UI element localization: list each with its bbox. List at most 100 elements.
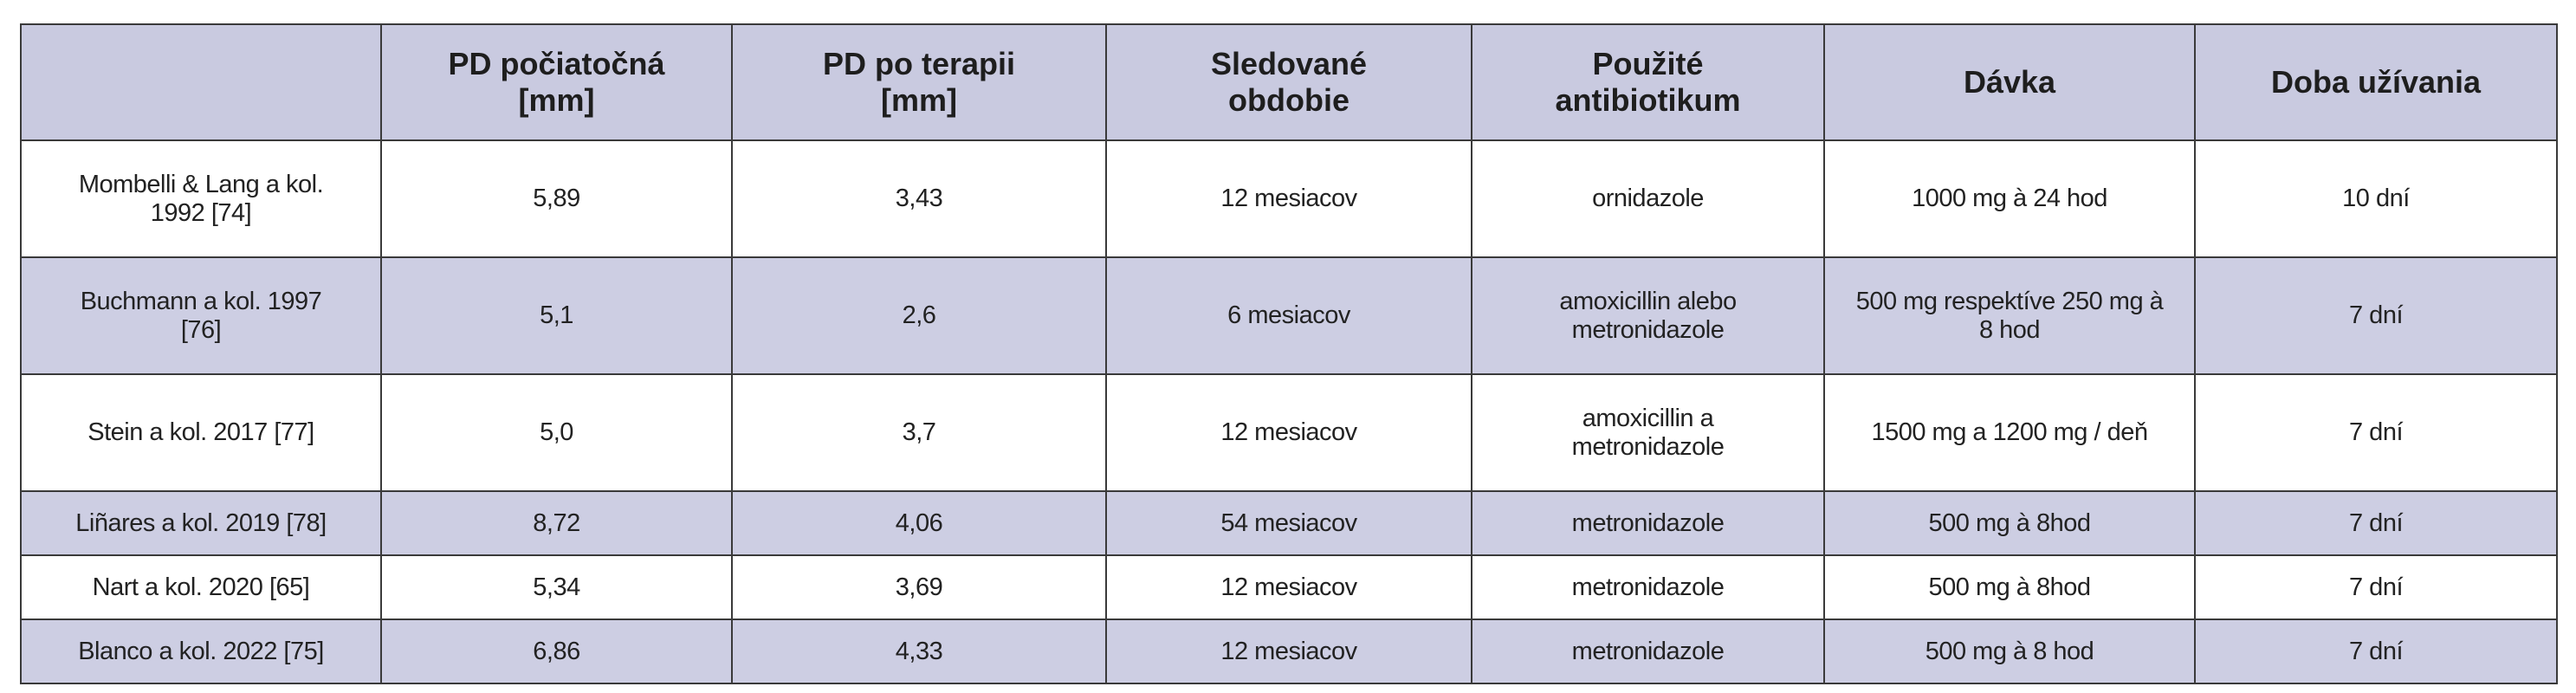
table-cell: 5,34 bbox=[380, 554, 733, 620]
row-label: Buchmann a kol. 1997 [76] bbox=[80, 287, 322, 344]
header-text: Doba užívania bbox=[2270, 64, 2482, 100]
table-cell: 7 dní bbox=[2194, 490, 2558, 556]
table-cell: 6 mesiacov bbox=[1105, 256, 1472, 375]
table-cell: 4,33 bbox=[731, 619, 1107, 684]
cell-text: 7 dní bbox=[2349, 508, 2404, 537]
cell-text: ornidazole bbox=[1592, 185, 1704, 212]
table-cell: Liñares a kol. 2019 [78] bbox=[20, 490, 382, 556]
table-cell: 3,69 bbox=[731, 554, 1107, 620]
header-cell: Dávka bbox=[1823, 23, 2196, 141]
cell-text: 5,1 bbox=[540, 301, 573, 329]
cell-text: 3,43 bbox=[895, 185, 943, 212]
table-cell: 12 mesiacov bbox=[1105, 139, 1472, 258]
table-cell: 6,86 bbox=[380, 619, 733, 684]
table-cell: 7 dní bbox=[2194, 554, 2558, 620]
cell-text: 12 mesiacov bbox=[1220, 418, 1357, 446]
table-cell: 500 mg à 8hod bbox=[1823, 490, 2196, 556]
header-cell: Použité antibiotikum bbox=[1471, 23, 1825, 141]
cell-text: 500 mg à 8 hod bbox=[1925, 637, 2094, 665]
table-cell: Buchmann a kol. 1997 [76] bbox=[20, 256, 382, 375]
table-cell: 7 dní bbox=[2194, 373, 2558, 492]
table-cell: Stein a kol. 2017 [77] bbox=[20, 373, 382, 492]
cell-text: 1000 mg à 24 hod bbox=[1912, 185, 2107, 212]
table-cell: metronidazole bbox=[1471, 619, 1825, 684]
header-text: Dávka bbox=[1963, 64, 2056, 100]
cell-text: 3,7 bbox=[902, 418, 936, 446]
row-label: Mombelli & Lang a kol. 1992 [74] bbox=[78, 170, 324, 227]
cell-text: 12 mesiacov bbox=[1220, 573, 1357, 601]
header-corner bbox=[20, 23, 382, 141]
table-cell: amoxicillin alebo metronidazole bbox=[1471, 256, 1825, 375]
table-cell: 10 dní bbox=[2194, 139, 2558, 258]
table-cell: 1000 mg à 24 hod bbox=[1823, 139, 2196, 258]
cell-text: 4,06 bbox=[895, 508, 943, 537]
cell-text: 7 dní bbox=[2349, 301, 2404, 329]
row-label: Nart a kol. 2020 [65] bbox=[92, 573, 310, 601]
cell-text: 6 mesiacov bbox=[1227, 301, 1350, 329]
cell-text: 7 dní bbox=[2349, 637, 2404, 665]
cell-text: 5,89 bbox=[533, 185, 580, 212]
header-cell: Sledované obdobie bbox=[1105, 23, 1472, 141]
table-cell: 12 mesiacov bbox=[1105, 554, 1472, 620]
cell-text: 500 mg à 8hod bbox=[1928, 508, 2091, 537]
table-row: Liñares a kol. 2019 [78] 8,72 4,06 54 mesia… bbox=[20, 490, 2558, 556]
cell-text: 3,69 bbox=[895, 573, 943, 601]
cell-text: 5,0 bbox=[540, 418, 573, 446]
table-cell: 1500 mg a 1200 mg / deň bbox=[1823, 373, 2196, 492]
cell-text: metronidazole bbox=[1571, 508, 1725, 537]
table-cell: ornidazole bbox=[1471, 139, 1825, 258]
table-cell: Nart a kol. 2020 [65] bbox=[20, 554, 382, 620]
cell-text: amoxicillin a metronidazole bbox=[1571, 404, 1725, 461]
cell-text: 5,34 bbox=[533, 573, 580, 601]
cell-text: amoxicillin alebo metronidazole bbox=[1559, 287, 1737, 344]
row-label: Liñares a kol. 2019 [78] bbox=[75, 508, 327, 537]
header-cell: PD počiatočná [mm] bbox=[380, 23, 733, 141]
table-cell: 500 mg à 8 hod bbox=[1823, 619, 2196, 684]
table-cell: 7 dní bbox=[2194, 619, 2558, 684]
table-cell: 500 mg à 8hod bbox=[1823, 554, 2196, 620]
cell-text: 8,72 bbox=[533, 508, 580, 537]
cell-text: 1500 mg a 1200 mg / deň bbox=[1871, 418, 2148, 446]
header-text: PD po terapii [mm] bbox=[822, 46, 1016, 118]
table-cell: 8,72 bbox=[380, 490, 733, 556]
table-cell: 7 dní bbox=[2194, 256, 2558, 375]
table-cell: 4,06 bbox=[731, 490, 1107, 556]
cell-text: metronidazole bbox=[1571, 637, 1725, 665]
cell-text: 500 mg respektíve 250 mg à 8 hod bbox=[1855, 287, 2164, 344]
table-row: Stein a kol. 2017 [77] 5,0 3,7 12 mesiacov a… bbox=[20, 373, 2558, 492]
header-cell: PD po terapii [mm] bbox=[731, 23, 1107, 141]
table-cell: 54 mesiacov bbox=[1105, 490, 1472, 556]
table-cell: 500 mg respektíve 250 mg à 8 hod bbox=[1823, 256, 2196, 375]
table-body: Mombelli & Lang a kol. 1992 [74] 5,89 3,43… bbox=[20, 139, 2558, 684]
table-cell: 5,0 bbox=[380, 373, 733, 492]
table-cell: metronidazole bbox=[1471, 490, 1825, 556]
table-row: Mombelli & Lang a kol. 1992 [74] 5,89 3,43… bbox=[20, 139, 2558, 258]
header-text: Použité antibiotikum bbox=[1555, 46, 1741, 118]
cell-text: 2,6 bbox=[902, 301, 936, 329]
table-cell: 12 mesiacov bbox=[1105, 619, 1472, 684]
cell-text: 7 dní bbox=[2349, 418, 2404, 446]
header-row: PD počiatočná [mm] PD po terapii [mm] Sl… bbox=[20, 23, 2558, 141]
table-cell: 5,1 bbox=[380, 256, 733, 375]
table-row: Nart a kol. 2020 [65] 5,34 3,69 12 mesiacov… bbox=[20, 554, 2558, 620]
cell-text: 4,33 bbox=[895, 637, 943, 665]
table-cell: amoxicillin a metronidazole bbox=[1471, 373, 1825, 492]
cell-text: 12 mesiacov bbox=[1220, 637, 1357, 665]
table-cell: 3,7 bbox=[731, 373, 1107, 492]
cell-text: 500 mg à 8hod bbox=[1928, 573, 2091, 601]
table-cell: 12 mesiacov bbox=[1105, 373, 1472, 492]
table-cell: Mombelli & Lang a kol. 1992 [74] bbox=[20, 139, 382, 258]
cell-text: 54 mesiacov bbox=[1220, 508, 1357, 537]
table-row: Buchmann a kol. 1997 [76] 5,1 2,6 6 mesiaco… bbox=[20, 256, 2558, 375]
header-cell: Doba užívania bbox=[2194, 23, 2558, 141]
table-cell: Blanco a kol. 2022 [75] bbox=[20, 619, 382, 684]
table-row: Blanco a kol. 2022 [75] 6,86 4,33 12 mesiac… bbox=[20, 619, 2558, 684]
cell-text: 6,86 bbox=[533, 637, 580, 665]
table-cell: 2,6 bbox=[731, 256, 1107, 375]
cell-text: 12 mesiacov bbox=[1220, 185, 1357, 212]
row-label: Stein a kol. 2017 [77] bbox=[87, 418, 314, 446]
table-cell: metronidazole bbox=[1471, 554, 1825, 620]
header-text: Sledované obdobie bbox=[1210, 46, 1368, 118]
cell-text: 7 dní bbox=[2349, 573, 2404, 601]
